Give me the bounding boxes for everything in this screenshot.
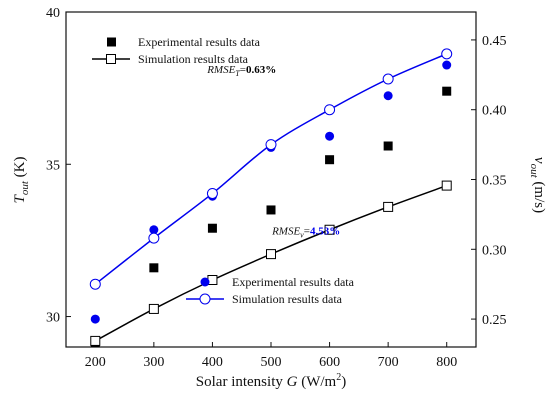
data-point <box>382 73 394 85</box>
rmse-annotation: RMSET=0.63% <box>206 64 276 78</box>
data-point <box>266 249 276 260</box>
right-tick-label: 0.40 <box>482 104 507 119</box>
rmse-value: 0.63% <box>246 64 276 76</box>
x-axis-title-var: G <box>287 374 298 390</box>
right-axis-title-sub: out <box>528 164 540 179</box>
data-point <box>324 224 335 235</box>
x-tick-label: 800 <box>436 355 457 370</box>
right-axis-ticks: 0.25 0.30 0.35 0.40 0.45 <box>471 34 507 328</box>
right-tick-label: 0.30 <box>482 243 507 258</box>
data-point <box>442 86 452 96</box>
x-axis-title-text: Solar intensity <box>196 374 287 390</box>
series-0 <box>90 86 452 347</box>
rmse-subscript: v <box>300 230 304 239</box>
legend-label: Simulation results data <box>138 52 249 66</box>
x-tick-label: 600 <box>319 355 340 370</box>
data-point <box>90 335 101 346</box>
left-tick-label: 40 <box>46 6 60 21</box>
left-axis-title-main: T <box>12 193 28 203</box>
x-tick-label: 200 <box>85 355 106 370</box>
data-point <box>148 232 160 244</box>
annotations: RMSET=0.63%RMSEv=4.53% <box>206 64 340 239</box>
data-point <box>266 205 276 215</box>
rmse-subscript: T <box>235 69 240 78</box>
rmse-value: 4.53% <box>310 225 340 237</box>
data-point <box>149 225 159 235</box>
left-axis-title-unit: (K) <box>12 157 28 182</box>
series-1 <box>90 180 452 346</box>
series-layer <box>89 48 453 347</box>
legend-marker <box>106 54 116 64</box>
x-axis-title-unit: (W/m <box>297 374 336 390</box>
x-tick-label: 500 <box>261 355 282 370</box>
left-axis-ticks: 30 35 40 <box>46 6 71 326</box>
rmse-equals: = <box>240 64 246 76</box>
data-point <box>148 303 159 314</box>
data-point <box>441 48 453 60</box>
left-axis-title: Tout (K) <box>12 157 31 204</box>
data-point <box>89 278 101 290</box>
legend-bottom: Experimental results data Simulation resu… <box>186 275 355 306</box>
data-point <box>206 187 218 199</box>
data-point <box>90 314 100 324</box>
x-tick-label: 300 <box>143 355 164 370</box>
right-tick-label: 0.45 <box>482 34 507 49</box>
data-point <box>325 155 335 165</box>
x-axis-title-unit-close: ) <box>341 374 346 390</box>
legend-marker <box>107 37 116 47</box>
legend-marker <box>200 277 210 287</box>
legend-label: Simulation results data <box>232 292 343 306</box>
right-tick-label: 0.35 <box>482 174 507 189</box>
data-point <box>265 139 277 151</box>
x-tick-label: 700 <box>378 355 399 370</box>
left-tick-label: 35 <box>46 158 60 173</box>
data-point <box>207 223 217 233</box>
legend-label: Experimental results data <box>138 35 261 49</box>
data-point <box>383 91 393 101</box>
data-point <box>324 104 336 116</box>
left-tick-label: 30 <box>46 311 60 326</box>
data-point <box>325 131 335 141</box>
series-3 <box>89 48 453 290</box>
data-point <box>149 263 159 273</box>
x-axis-ticks: 200 300 400 500 600 700 800 <box>85 342 457 370</box>
x-axis-title: Solar intensity G (W/m2) <box>196 372 346 390</box>
legend-marker <box>199 293 211 305</box>
rmse-label: RMSE <box>271 225 300 237</box>
right-axis-title-unit: (m/s) <box>531 178 547 213</box>
data-point <box>441 180 452 191</box>
right-axis-title-main: v <box>531 157 547 164</box>
rmse-label: RMSE <box>206 64 235 76</box>
x-axis-title-unit-sup: 2 <box>336 372 341 383</box>
data-point <box>383 201 394 212</box>
data-point <box>383 141 393 151</box>
right-axis-title: vout (m/s) <box>528 157 547 213</box>
data-point <box>442 60 452 70</box>
legend-top: Experimental results data Simulation resu… <box>92 35 261 66</box>
right-tick-label: 0.25 <box>482 313 507 328</box>
rmse-annotation: RMSEv=4.53% <box>271 225 340 239</box>
legend-label: Experimental results data <box>232 275 355 289</box>
rmse-equals: = <box>304 225 310 237</box>
x-tick-label: 400 <box>202 355 223 370</box>
left-axis-title-sub: out <box>19 180 31 195</box>
